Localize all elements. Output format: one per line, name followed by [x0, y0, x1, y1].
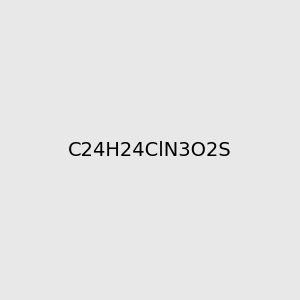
- Text: C24H24ClN3O2S: C24H24ClN3O2S: [68, 140, 232, 160]
